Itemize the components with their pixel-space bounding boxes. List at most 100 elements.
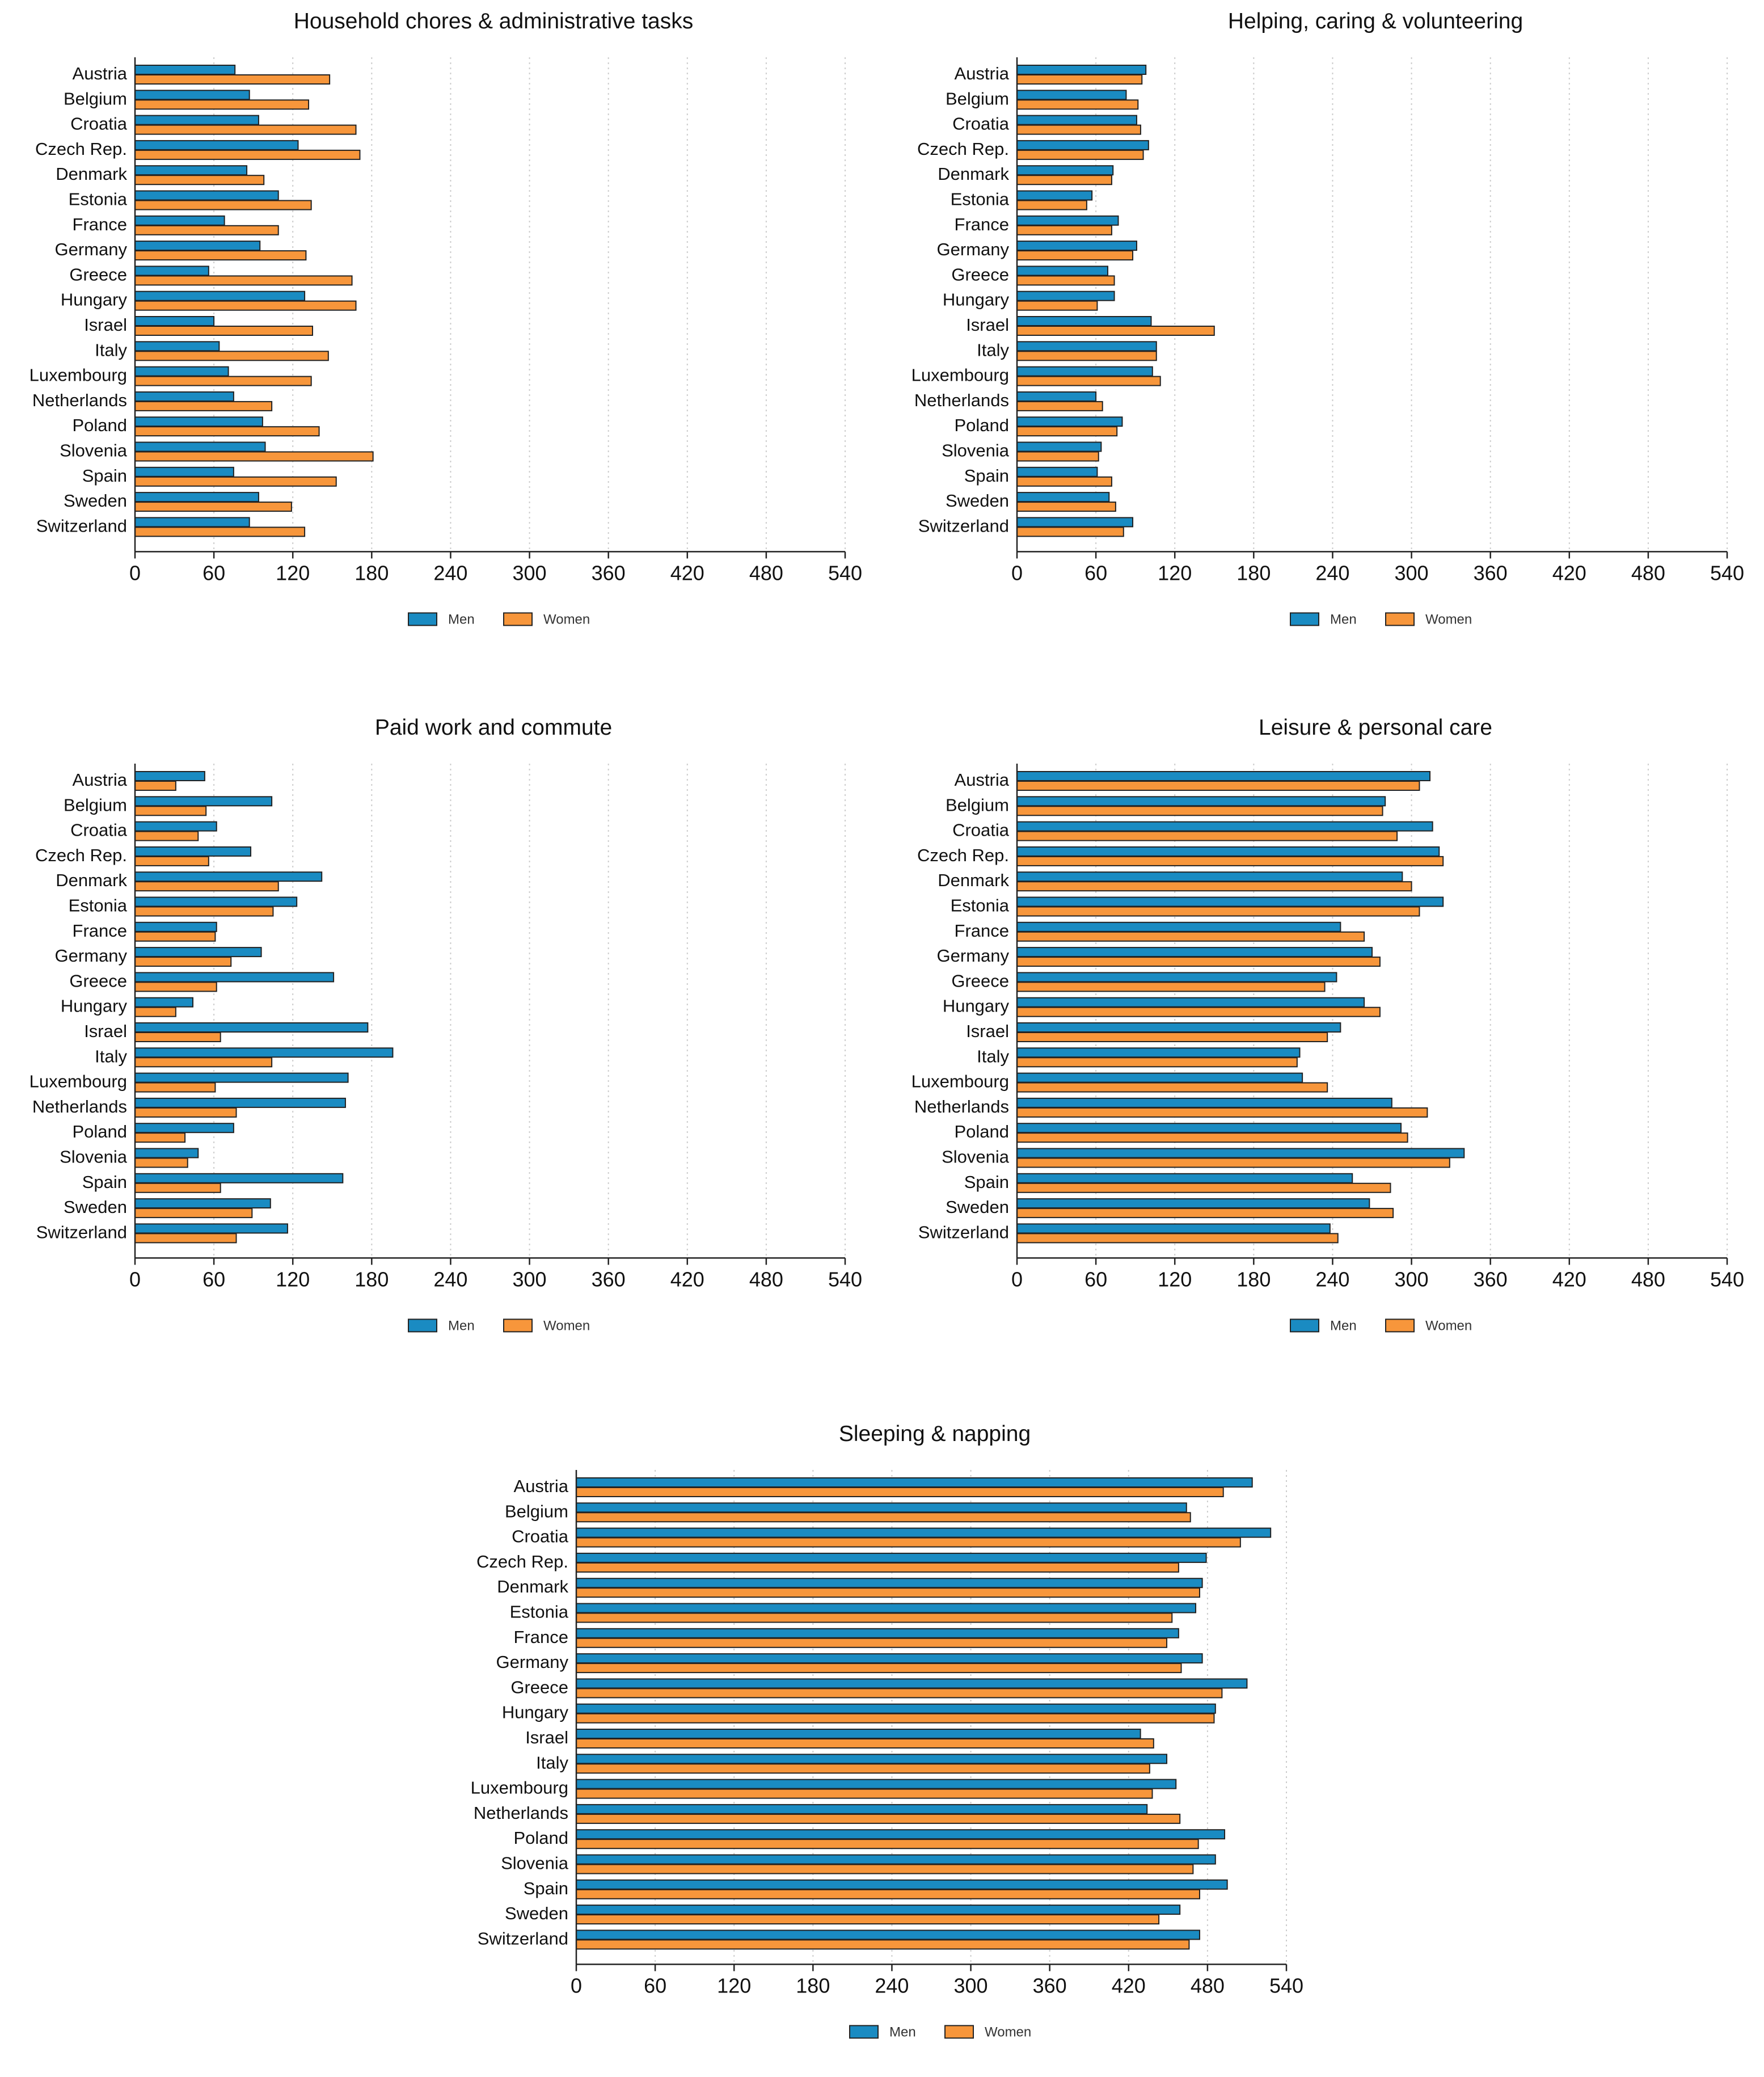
x-tick-label: 180 bbox=[355, 561, 389, 584]
category-label: Netherlands bbox=[914, 390, 1009, 410]
chart-paid-work: Paid work and commute Austria Belgium Croat… bbox=[0, 706, 882, 1379]
x-tick-label: 120 bbox=[276, 1267, 310, 1291]
chart-household-chores: Household chores & administrative tasks A… bbox=[0, 0, 882, 672]
category-label: Denmark bbox=[56, 870, 127, 890]
category-label: Germany bbox=[55, 946, 128, 966]
bar-women bbox=[576, 1663, 1182, 1674]
bar-women bbox=[134, 1107, 237, 1118]
bar-women bbox=[1016, 806, 1383, 816]
category-label: Denmark bbox=[938, 870, 1009, 890]
x-tick-label: 60 bbox=[1084, 1267, 1107, 1291]
bar-women bbox=[134, 326, 313, 336]
category-label: Italy bbox=[95, 1046, 127, 1066]
bar-women bbox=[134, 149, 361, 160]
x-tick-label: 120 bbox=[717, 1974, 751, 1997]
category-label: Croatia bbox=[952, 820, 1010, 840]
bar-women bbox=[1016, 74, 1143, 85]
x-tick-label: 0 bbox=[129, 561, 141, 584]
bar-women bbox=[1016, 1208, 1394, 1219]
category-label: Austria bbox=[955, 770, 1010, 790]
x-tick-label: 540 bbox=[1269, 1974, 1303, 1997]
bar-women bbox=[134, 931, 216, 942]
bar-men bbox=[134, 341, 220, 352]
bar-women bbox=[1016, 200, 1087, 210]
bar-men bbox=[1016, 821, 1433, 832]
bar-women bbox=[134, 401, 273, 411]
bar-women bbox=[1016, 1233, 1339, 1244]
bar-men bbox=[1016, 492, 1110, 503]
bar-women bbox=[576, 1914, 1160, 1925]
bar-men bbox=[1016, 947, 1373, 958]
bar-women bbox=[134, 1157, 188, 1168]
bar-men bbox=[1016, 90, 1127, 100]
bar-men bbox=[1016, 972, 1337, 983]
bar-men bbox=[134, 215, 225, 226]
category-label: Belgium bbox=[946, 89, 1009, 108]
bar-men bbox=[1016, 1072, 1303, 1083]
bar-women bbox=[134, 1182, 221, 1193]
bar-women bbox=[1016, 149, 1144, 160]
category-label: Belgium bbox=[946, 795, 1009, 815]
bar-men bbox=[1016, 140, 1149, 150]
bar-men bbox=[134, 290, 306, 301]
bar-women bbox=[134, 1233, 237, 1244]
bar-women bbox=[134, 376, 312, 386]
category-label: Israel bbox=[84, 1021, 127, 1041]
category-label: Belgium bbox=[505, 1501, 568, 1521]
x-tick-label: 180 bbox=[796, 1974, 830, 1997]
category-label: Croatia bbox=[70, 114, 128, 134]
bar-women bbox=[134, 526, 306, 537]
x-tick-label: 540 bbox=[828, 1267, 862, 1291]
x-tick-label: 480 bbox=[749, 1267, 783, 1291]
category-label: Netherlands bbox=[32, 390, 127, 410]
category-label: Hungary bbox=[61, 290, 128, 310]
bar-men bbox=[134, 896, 298, 907]
category-label: Czech Rep. bbox=[35, 139, 127, 159]
bar-men bbox=[134, 947, 262, 958]
x-tick-label: 120 bbox=[1158, 1267, 1192, 1291]
x-tick-label: 180 bbox=[355, 1267, 389, 1291]
bar-women bbox=[576, 1738, 1154, 1749]
category-label: Sweden bbox=[64, 1197, 127, 1217]
bar-women bbox=[576, 1763, 1150, 1774]
bar-men bbox=[134, 115, 259, 125]
category-label: Netherlands bbox=[914, 1097, 1009, 1117]
x-tick-label: 540 bbox=[1710, 561, 1744, 584]
x-tick-label: 360 bbox=[592, 561, 626, 584]
bar-women bbox=[134, 351, 329, 361]
category-label: Poland bbox=[954, 415, 1009, 435]
category-label: Czech Rep. bbox=[476, 1552, 568, 1572]
bar-men bbox=[576, 1829, 1226, 1840]
x-tick-label: 0 bbox=[1011, 1267, 1023, 1291]
category-label: Poland bbox=[72, 415, 127, 435]
bar-men bbox=[1016, 921, 1341, 932]
category-label: Spain bbox=[82, 1172, 127, 1192]
x-tick-label: 60 bbox=[202, 1267, 225, 1291]
bar-men bbox=[1016, 290, 1115, 301]
bar-men bbox=[1016, 366, 1153, 377]
bar-men bbox=[1016, 1022, 1341, 1033]
bar-women bbox=[576, 1487, 1224, 1497]
bar-women bbox=[1016, 326, 1215, 336]
bar-men bbox=[1016, 215, 1119, 226]
bar-women bbox=[1016, 451, 1099, 462]
bar-women bbox=[134, 1032, 221, 1042]
category-label: Slovenia bbox=[942, 441, 1010, 461]
bar-women bbox=[1016, 124, 1141, 135]
category-label: Switzerland bbox=[36, 1222, 127, 1242]
x-tick-label: 240 bbox=[1315, 561, 1349, 584]
category-label: Italy bbox=[536, 1752, 568, 1772]
bar-men bbox=[1016, 1223, 1331, 1234]
legend-swatch-women bbox=[1385, 1318, 1415, 1333]
category-label: Hungary bbox=[943, 290, 1010, 310]
bar-men bbox=[576, 1879, 1228, 1890]
bar-men bbox=[134, 846, 252, 857]
bar-men bbox=[134, 416, 263, 427]
bar-women bbox=[576, 1562, 1179, 1573]
bar-women bbox=[1016, 981, 1326, 992]
category-label: Poland bbox=[513, 1828, 568, 1848]
x-tick-label: 240 bbox=[433, 1267, 467, 1291]
x-tick-label: 420 bbox=[670, 1267, 704, 1291]
bar-women bbox=[1016, 1157, 1450, 1168]
category-label: Estonia bbox=[69, 896, 128, 916]
